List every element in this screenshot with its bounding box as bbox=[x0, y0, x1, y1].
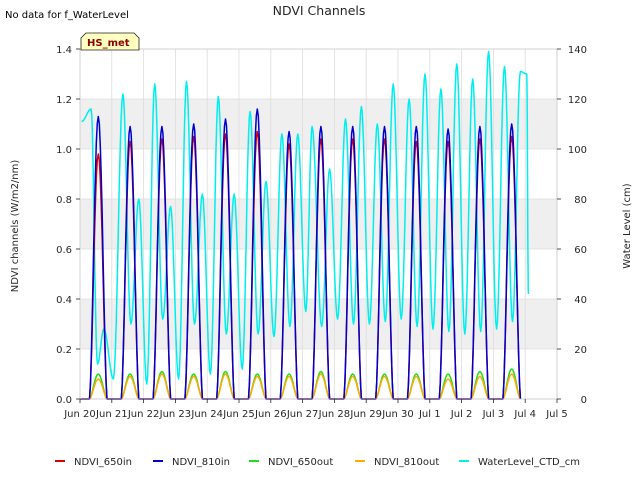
y2-tick-label: 0 bbox=[581, 395, 587, 406]
legend-label: WaterLevel_CTD_cm bbox=[478, 457, 580, 468]
x-tick-label: Jun 20 bbox=[63, 409, 96, 420]
plot-frame bbox=[79, 48, 558, 400]
legend-label: NDVI_650in bbox=[74, 457, 132, 468]
x-tick-label: Jun 24 bbox=[190, 409, 223, 420]
site-badge-label: HS_met bbox=[87, 38, 130, 49]
site-badge: HS_met bbox=[80, 32, 140, 51]
y2-tick-label: 20 bbox=[574, 345, 587, 356]
y2-axis-ticks: 0 20 40 60 80 100 120 140 bbox=[557, 45, 587, 406]
y-tick-label: 0.4 bbox=[56, 295, 72, 306]
y-tick-label: 0.0 bbox=[56, 395, 72, 406]
no-data-note: No data for f_WaterLevel bbox=[5, 10, 129, 21]
y2-tick-label: 80 bbox=[574, 195, 587, 206]
y-tick-label: 0.6 bbox=[56, 245, 72, 256]
x-tick-label: Jun 26 bbox=[254, 409, 287, 420]
x-tick-label: Jul 4 bbox=[513, 409, 536, 420]
x-tick-label: Jun 22 bbox=[127, 409, 160, 420]
legend: NDVI_650in NDVI_810in NDVI_650out NDVI_810o… bbox=[55, 457, 580, 468]
y-tick-label: 0.8 bbox=[56, 195, 72, 206]
shaded-band-2 bbox=[80, 99, 557, 149]
x-tick-label: Jun 25 bbox=[222, 409, 255, 420]
y2-tick-label: 140 bbox=[568, 45, 587, 56]
y-axis-ticks: 0.0 0.2 0.4 0.6 0.8 1.0 1.2 1.4 bbox=[56, 45, 80, 406]
x-tick-label: Jun 27 bbox=[286, 409, 319, 420]
x-axis-ticks: Jun 20 Jun 21 Jun 22 Jun 23 Jun 24 Jun 25 Jun … bbox=[63, 399, 568, 420]
x-tick-label: Jul 2 bbox=[450, 409, 473, 420]
legend-label: NDVI_810out bbox=[374, 457, 439, 468]
y-tick-label: 1.0 bbox=[56, 145, 72, 156]
y2-tick-label: 60 bbox=[574, 245, 587, 256]
x-tick-label: Jun 30 bbox=[381, 409, 414, 420]
y-tick-label: 0.2 bbox=[56, 345, 72, 356]
legend-label: NDVI_650out bbox=[268, 457, 333, 468]
chart-title: NDVI Channels bbox=[273, 3, 366, 18]
y2-tick-label: 100 bbox=[568, 145, 587, 156]
y-tick-label: 1.4 bbox=[56, 45, 72, 56]
y-tick-label: 1.2 bbox=[56, 95, 72, 106]
x-tick-label: Jun 29 bbox=[349, 409, 382, 420]
axes-frame bbox=[79, 48, 558, 400]
x-tick-label: Jun 23 bbox=[159, 409, 192, 420]
x-tick-label: Jul 1 bbox=[418, 409, 441, 420]
shaded-band-0 bbox=[80, 299, 557, 349]
y2-tick-label: 40 bbox=[574, 295, 587, 306]
y2-axis-label: Water Level (cm) bbox=[622, 183, 633, 268]
x-tick-label: Jun 28 bbox=[318, 409, 351, 420]
y-axis-label: NDVI channels (W/m2/nm) bbox=[10, 160, 21, 293]
x-tick-label: Jul 5 bbox=[545, 409, 568, 420]
x-tick-label: Jun 21 bbox=[95, 409, 128, 420]
legend-label: NDVI_810in bbox=[172, 457, 230, 468]
y2-tick-label: 120 bbox=[568, 95, 587, 106]
x-tick-label: Jul 3 bbox=[482, 409, 505, 420]
